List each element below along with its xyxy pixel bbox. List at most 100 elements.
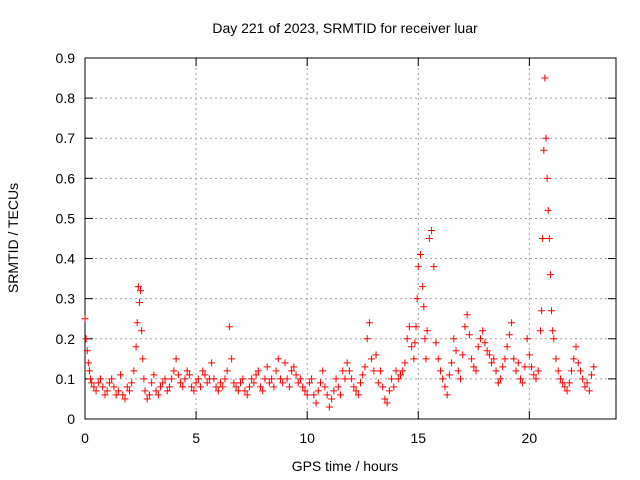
data-point — [84, 359, 92, 367]
data-point — [138, 327, 146, 335]
data-point — [294, 379, 302, 387]
data-point — [277, 375, 285, 383]
data-point — [188, 383, 196, 391]
data-point — [301, 387, 309, 395]
y-tick-label: 0.6 — [56, 170, 76, 186]
data-point — [403, 335, 411, 343]
data-point — [245, 383, 253, 391]
data-point — [470, 363, 478, 371]
data-point — [192, 379, 200, 387]
data-point — [82, 335, 90, 343]
data-point — [312, 399, 320, 407]
data-point — [133, 319, 141, 327]
data-point — [217, 379, 225, 387]
data-point — [210, 375, 218, 383]
data-point — [221, 375, 229, 383]
data-point — [452, 347, 460, 355]
data-point — [114, 387, 122, 395]
data-point — [474, 343, 482, 351]
data-point — [181, 375, 189, 383]
data-point — [434, 355, 442, 363]
data-point — [514, 359, 522, 367]
data-point — [152, 387, 160, 395]
data-point — [416, 251, 424, 259]
data-point — [390, 383, 398, 391]
data-point — [463, 311, 471, 319]
data-point — [128, 379, 136, 387]
data-point — [374, 379, 382, 387]
data-point — [534, 367, 542, 375]
data-point — [432, 339, 440, 347]
data-point — [299, 383, 307, 391]
data-point — [581, 383, 589, 391]
data-point — [359, 371, 367, 379]
data-point — [305, 379, 313, 387]
data-point — [420, 303, 428, 311]
data-point — [332, 375, 340, 383]
data-point — [337, 391, 345, 399]
data-point — [208, 359, 216, 367]
data-point — [105, 379, 113, 387]
data-point — [334, 383, 342, 391]
data-point — [132, 343, 140, 351]
data-point — [456, 375, 464, 383]
data-point — [556, 375, 564, 383]
data-point — [352, 387, 360, 395]
data-point — [385, 387, 393, 395]
data-point — [319, 367, 327, 375]
data-point — [536, 327, 544, 335]
data-point — [510, 355, 518, 363]
data-point — [254, 367, 262, 375]
data-point — [436, 367, 444, 375]
data-point — [268, 375, 276, 383]
data-point — [532, 375, 540, 383]
data-point — [361, 363, 369, 371]
data-point — [559, 379, 567, 387]
y-tick-label: 0.5 — [56, 210, 76, 226]
data-point — [546, 271, 554, 279]
data-point — [214, 387, 222, 395]
data-point — [492, 367, 500, 375]
data-point — [110, 383, 118, 391]
data-point — [552, 355, 560, 363]
data-point — [99, 383, 107, 391]
data-point — [232, 383, 240, 391]
data-point — [441, 383, 449, 391]
data-point — [97, 375, 105, 383]
data-point — [443, 391, 451, 399]
data-point — [283, 375, 291, 383]
x-tick-label: 20 — [522, 430, 538, 446]
data-point — [350, 383, 358, 391]
data-point — [339, 367, 347, 375]
data-point — [365, 319, 373, 327]
data-point — [154, 391, 162, 399]
data-point — [570, 355, 578, 363]
data-point — [165, 383, 173, 391]
data-point — [168, 375, 176, 383]
data-point — [163, 387, 171, 395]
data-point — [185, 371, 193, 379]
y-tick-label: 0.3 — [56, 291, 76, 307]
data-point — [274, 355, 282, 363]
data-point — [325, 403, 333, 411]
data-point — [328, 395, 336, 403]
data-point — [150, 371, 158, 379]
data-point — [528, 363, 536, 371]
data-point — [561, 383, 569, 391]
data-point — [550, 335, 558, 343]
y-tick-label: 0.1 — [56, 371, 76, 387]
y-tick-label: 0.8 — [56, 90, 76, 106]
data-point — [411, 339, 419, 347]
data-point — [483, 347, 491, 355]
data-point — [544, 206, 552, 214]
data-point — [565, 379, 573, 387]
data-point — [405, 323, 413, 331]
data-point — [408, 343, 416, 351]
data-point — [228, 355, 236, 363]
data-point — [348, 375, 356, 383]
data-point — [101, 391, 109, 399]
x-tick-label: 10 — [299, 430, 315, 446]
data-point — [419, 283, 427, 291]
data-point — [540, 146, 548, 154]
x-axis-label: GPS time / hours — [292, 458, 399, 474]
